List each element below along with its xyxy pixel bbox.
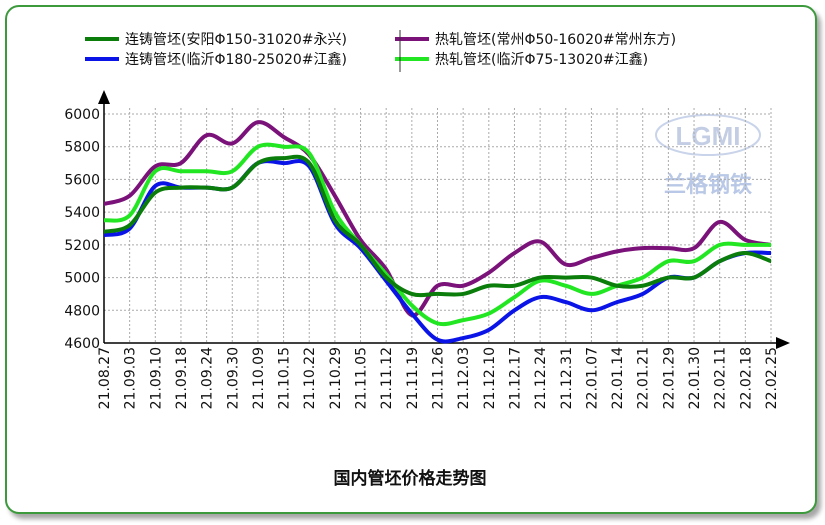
- y-tick-label: 6000: [64, 107, 100, 123]
- y-tick-label: 4800: [64, 303, 100, 319]
- x-tick-label: 22.02.11: [713, 347, 729, 409]
- x-tick-label: 21.12.10: [482, 347, 498, 409]
- x-tick-label: 22.01.14: [610, 347, 626, 409]
- y-tick-label: 5400: [64, 205, 100, 221]
- x-axis-arrow: [776, 337, 790, 349]
- x-tick-label: 21.12.17: [507, 347, 523, 409]
- chart-title: 国内管坯价格走势图: [334, 468, 487, 489]
- watermark-company-text: 兰格钢铁: [664, 172, 752, 198]
- x-tick-label: 21.11.12: [379, 347, 395, 409]
- series-line-anyang-billet: [104, 154, 771, 298]
- legend-item-linyi-cast-billet-label: 连铸管坯(临沂Φ180-25020#江鑫): [125, 51, 347, 68]
- watermark-logo: LGMI 兰格钢铁: [655, 114, 761, 198]
- legend-item-anyang-billet-label: 连铸管坯(安阳Φ150-31020#永兴): [125, 32, 347, 48]
- x-tick-label: 21.10.15: [277, 347, 293, 409]
- x-tick-label: 21.11.19: [405, 347, 421, 409]
- series-line-linyi-hot-rolled: [104, 142, 771, 327]
- x-tick-label: 21.09.03: [123, 347, 139, 409]
- x-tick-label: 21.10.09: [251, 347, 267, 409]
- x-tick-label: 21.12.24: [533, 347, 549, 409]
- x-tick-label: 21.12.03: [456, 347, 472, 409]
- y-tick-label: 5000: [64, 271, 100, 287]
- y-tick-label: 4600: [64, 336, 100, 352]
- x-tick-label: 21.09.30: [225, 347, 241, 409]
- plot-grid: [103, 108, 772, 344]
- x-tick-label: 21.10.29: [328, 347, 344, 409]
- x-tick-label: 21.10.22: [302, 347, 318, 409]
- x-tick-label: 21.12.31: [559, 347, 575, 409]
- x-axis-tick-labels: 21.08.27 21.09.03 21.09.10 21.09.18 21.09.24…: [97, 347, 780, 409]
- x-tick-label: 21.09.18: [174, 347, 190, 409]
- x-tick-label: 21.09.24: [200, 347, 216, 409]
- y-axis-arrow: [98, 90, 110, 104]
- series-lines: [104, 120, 771, 344]
- watermark-logo-text: LGMI: [676, 121, 741, 151]
- x-tick-label: 22.01.29: [661, 347, 677, 409]
- x-tick-label: 21.08.27: [97, 347, 113, 409]
- legend: 连铸管坯(安阳Φ150-31020#永兴) 连铸管坯(临沂Φ180-25020#江…: [85, 30, 676, 72]
- y-tick-label: 5600: [64, 172, 100, 188]
- y-tick-label: 5800: [64, 140, 100, 156]
- x-tick-label: 22.01.21: [636, 347, 652, 409]
- legend-item-linyi-hot-rolled-label: 热轧管坯(临沂Φ75-13020#江鑫): [435, 51, 648, 68]
- series-line-changzhou-hot-rolled: [104, 120, 771, 318]
- x-tick-label: 21.09.10: [148, 347, 164, 409]
- y-tick-label: 5200: [64, 238, 100, 254]
- x-tick-label: 21.11.26: [431, 347, 447, 409]
- x-tick-label: 22.02.18: [738, 347, 754, 409]
- y-axis-tick-labels: 4600 4800 5000 5200 5400 5600 5800 6000: [64, 107, 100, 352]
- x-tick-label: 22.02.25: [764, 347, 780, 409]
- x-tick-label: 22.01.07: [584, 347, 600, 409]
- legend-item-changzhou-hot-rolled-label: 热轧管坯(常州Φ50-16020#常州东方): [435, 32, 676, 48]
- x-tick-label: 22.01.30: [687, 347, 703, 409]
- x-tick-label: 21.11.05: [354, 347, 370, 409]
